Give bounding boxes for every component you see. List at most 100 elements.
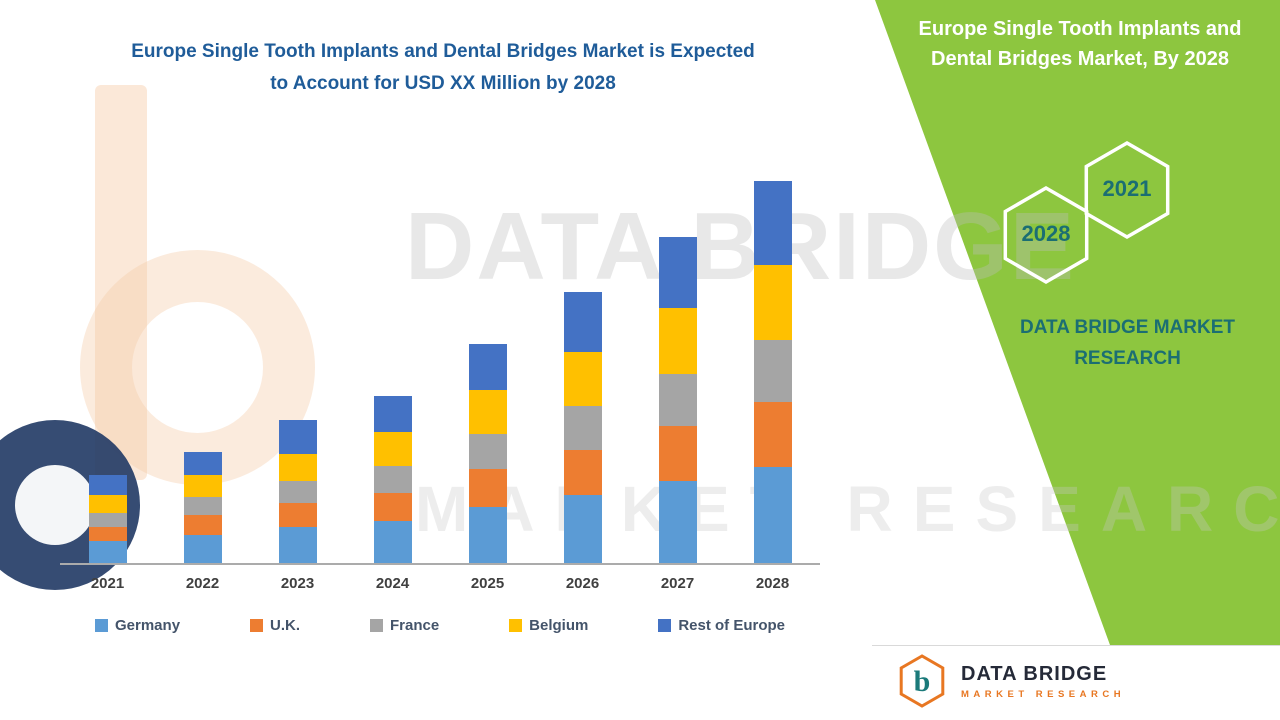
legend-item-france: France [369,617,440,634]
bar-segment-u-k-2025 [468,469,507,508]
legend-item-germany: Germany [95,617,180,634]
legend-swatch-france [369,619,383,632]
bar-stack-2025 [468,165,507,563]
data-bridge-logo-icon: b [899,654,945,708]
bar-segment-u-k-2026 [563,449,602,496]
legend-swatch-germany [95,619,108,632]
x-tick-2021: 2021 [90,575,125,592]
bar-group-2021 [60,165,155,563]
x-tick-2024: 2024 [375,575,410,592]
footer-logo-name: DATA BRIDGE [961,662,1108,685]
legend-label-germany: Germany [115,617,181,634]
bar-segment-u-k-2024 [373,493,412,522]
bar-stack-2021 [88,165,127,563]
side-panel-title: Europe Single Tooth Implants and Dental … [918,18,1242,70]
bar-segment-germany-2027 [658,481,697,563]
bar-segment-belgium-2022 [183,475,222,498]
bar-group-2025 [440,165,535,563]
x-axis-labels: 2021 2022 2023 2024 2025 2026 2027 2028 [60,575,820,592]
bar-segment-belgium-2023 [278,453,317,482]
legend-label-belgium: Belgium [529,617,589,634]
legend-label-france: France [389,617,440,634]
bar-group-2026 [535,165,630,563]
bar-segment-rest-of-europe-2023 [278,419,317,454]
bar-segment-germany-2022 [183,535,222,563]
bar-group-2022 [155,165,250,563]
footer-logo-text: DATA BRIDGE MARKET RESEARCH [961,663,1125,700]
legend-item-belgium: Belgium [509,617,588,634]
bar-segment-u-k-2022 [183,515,222,536]
bar-stack-2024 [373,165,412,563]
chart-title-line1: Europe Single Tooth Implants and Dental … [131,41,755,62]
hexagons-graphic [1003,140,1170,285]
bar-segment-u-k-2027 [658,425,697,482]
legend-item-rest-of-europe: Rest of Europe [658,617,785,634]
footer-logo: b DATA BRIDGE MARKET RESEARCH [895,652,1125,710]
x-tick-2027: 2027 [660,575,695,592]
bar-segment-germany-2028 [753,467,792,563]
legend-swatch-rest-of-europe [658,619,672,632]
bar-segment-france-2024 [373,465,412,494]
bar-segment-belgium-2025 [468,389,507,434]
bar-segment-rest-of-europe-2025 [468,344,507,390]
bar-segment-rest-of-europe-2024 [373,395,412,432]
legend-label-rest-of-europe: Rest of Europe [678,617,785,634]
bar-group-2024 [345,165,440,563]
bar-segment-belgium-2024 [373,431,412,466]
chart-title-line2: to Account for USD XX Million by 2028 [270,73,616,94]
bar-segment-germany-2025 [468,507,507,563]
x-tick-2025: 2025 [470,575,505,592]
bar-group-2023 [250,165,345,563]
legend-swatch-belgium [509,619,523,632]
hexagon-year-2028: 2028 [1021,221,1071,246]
x-tick-2028: 2028 [755,575,790,592]
legend-item-u-k: U.K. [250,617,300,634]
bar-group-2027 [630,165,725,563]
bar-stack-2026 [563,165,602,563]
side-panel-brand-line1: DATA BRIDGE MARKET [1020,317,1235,338]
side-panel-brand: DATA BRIDGE MARKET RESEARCH [1000,312,1255,374]
bar-segment-rest-of-europe-2022 [183,451,222,476]
hexagon-year-2021: 2021 [1102,176,1152,201]
footer-divider [872,645,1280,646]
bar-segment-u-k-2028 [753,401,792,468]
bar-segment-u-k-2021 [88,527,127,542]
bar-segment-germany-2021 [88,541,127,563]
legend-swatch-u-k [250,619,264,632]
hexagon-2028 [1003,185,1089,285]
bar-segment-france-2027 [658,373,697,426]
x-tick-2022: 2022 [185,575,220,592]
x-tick-2023: 2023 [280,575,315,592]
bar-segment-belgium-2027 [658,308,697,374]
bar-segment-france-2026 [563,405,602,450]
side-panel-brand-line2: RESEARCH [1074,348,1181,369]
bar-segment-france-2025 [468,433,507,470]
background-navy-circle-hole [15,465,95,545]
x-tick-2026: 2026 [565,575,600,592]
bar-stack-2023 [278,165,317,563]
svg-text:b: b [914,665,931,698]
hexagon-2021 [1084,140,1170,240]
bar-segment-rest-of-europe-2021 [88,475,127,496]
bar-segment-france-2022 [183,497,222,516]
bar-segment-germany-2024 [373,521,412,563]
bar-stack-2022 [183,165,222,563]
bar-segment-u-k-2023 [278,503,317,528]
bar-segment-rest-of-europe-2028 [753,180,792,265]
bar-segment-rest-of-europe-2026 [563,292,602,353]
bar-segment-germany-2026 [563,495,602,563]
bar-group-2028 [725,165,820,563]
bar-segment-germany-2023 [278,527,317,563]
chart-legend: Germany U.K. France Belgium Rest of Europe [95,617,785,634]
bar-segment-france-2028 [753,340,792,402]
bar-segment-belgium-2026 [563,352,602,406]
bar-segment-belgium-2021 [88,495,127,514]
bar-segment-rest-of-europe-2027 [658,236,697,309]
footer-logo-tagline: MARKET RESEARCH [961,688,1126,700]
bar-segment-france-2021 [88,513,127,528]
bar-stack-2028 [753,165,792,563]
plot-area [60,165,820,565]
legend-label-u-k: U.K. [270,617,301,634]
bar-segment-belgium-2028 [753,264,792,341]
